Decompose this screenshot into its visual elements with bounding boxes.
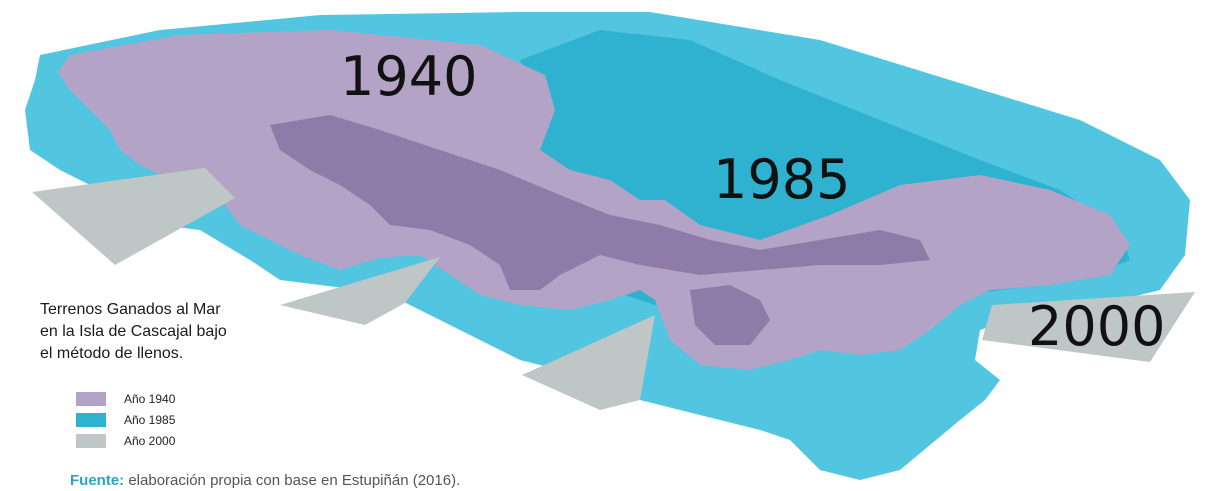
legend-swatch-1940 <box>76 391 106 406</box>
year-label-2000: 2000 <box>1028 295 1166 358</box>
legend-swatch-1985 <box>76 412 106 427</box>
legend-item-1985: Año 1985 <box>76 409 175 430</box>
landfill-2000-west <box>32 168 235 265</box>
source-key: Fuente: <box>70 472 125 489</box>
island-1940-core-south <box>690 285 770 345</box>
landfill-2000-south <box>522 315 655 410</box>
landfill-2000-east <box>982 292 1195 362</box>
map-legend: Año 1940 Año 1985 Año 2000 <box>76 388 175 451</box>
map-title-line: el método de llenos. <box>40 345 184 362</box>
map-title-line: Terrenos Ganados al Mar <box>40 301 221 318</box>
legend-item-1940: Año 1940 <box>76 388 175 409</box>
source-text: elaboración propia con base en Estupiñán… <box>128 472 461 489</box>
landfill-2000-center <box>280 257 440 325</box>
island-1940-core <box>270 115 930 290</box>
island-1940-area <box>58 30 1130 370</box>
source-note: Fuente: elaboración propia con base en E… <box>70 472 460 489</box>
legend-item-2000: Año 2000 <box>76 430 175 451</box>
map-title: Terrenos Ganados al Mar en la Isla de Ca… <box>40 299 270 365</box>
legend-label: Año 2000 <box>124 433 176 448</box>
legend-swatch-2000 <box>76 433 106 448</box>
legend-label: Año 1940 <box>124 391 176 406</box>
legend-label: Año 1985 <box>124 412 176 427</box>
map-title-line: en la Isla de Cascajal bajo <box>40 323 227 340</box>
year-label-1940: 1940 <box>340 45 478 108</box>
year-label-1985: 1985 <box>713 148 851 211</box>
